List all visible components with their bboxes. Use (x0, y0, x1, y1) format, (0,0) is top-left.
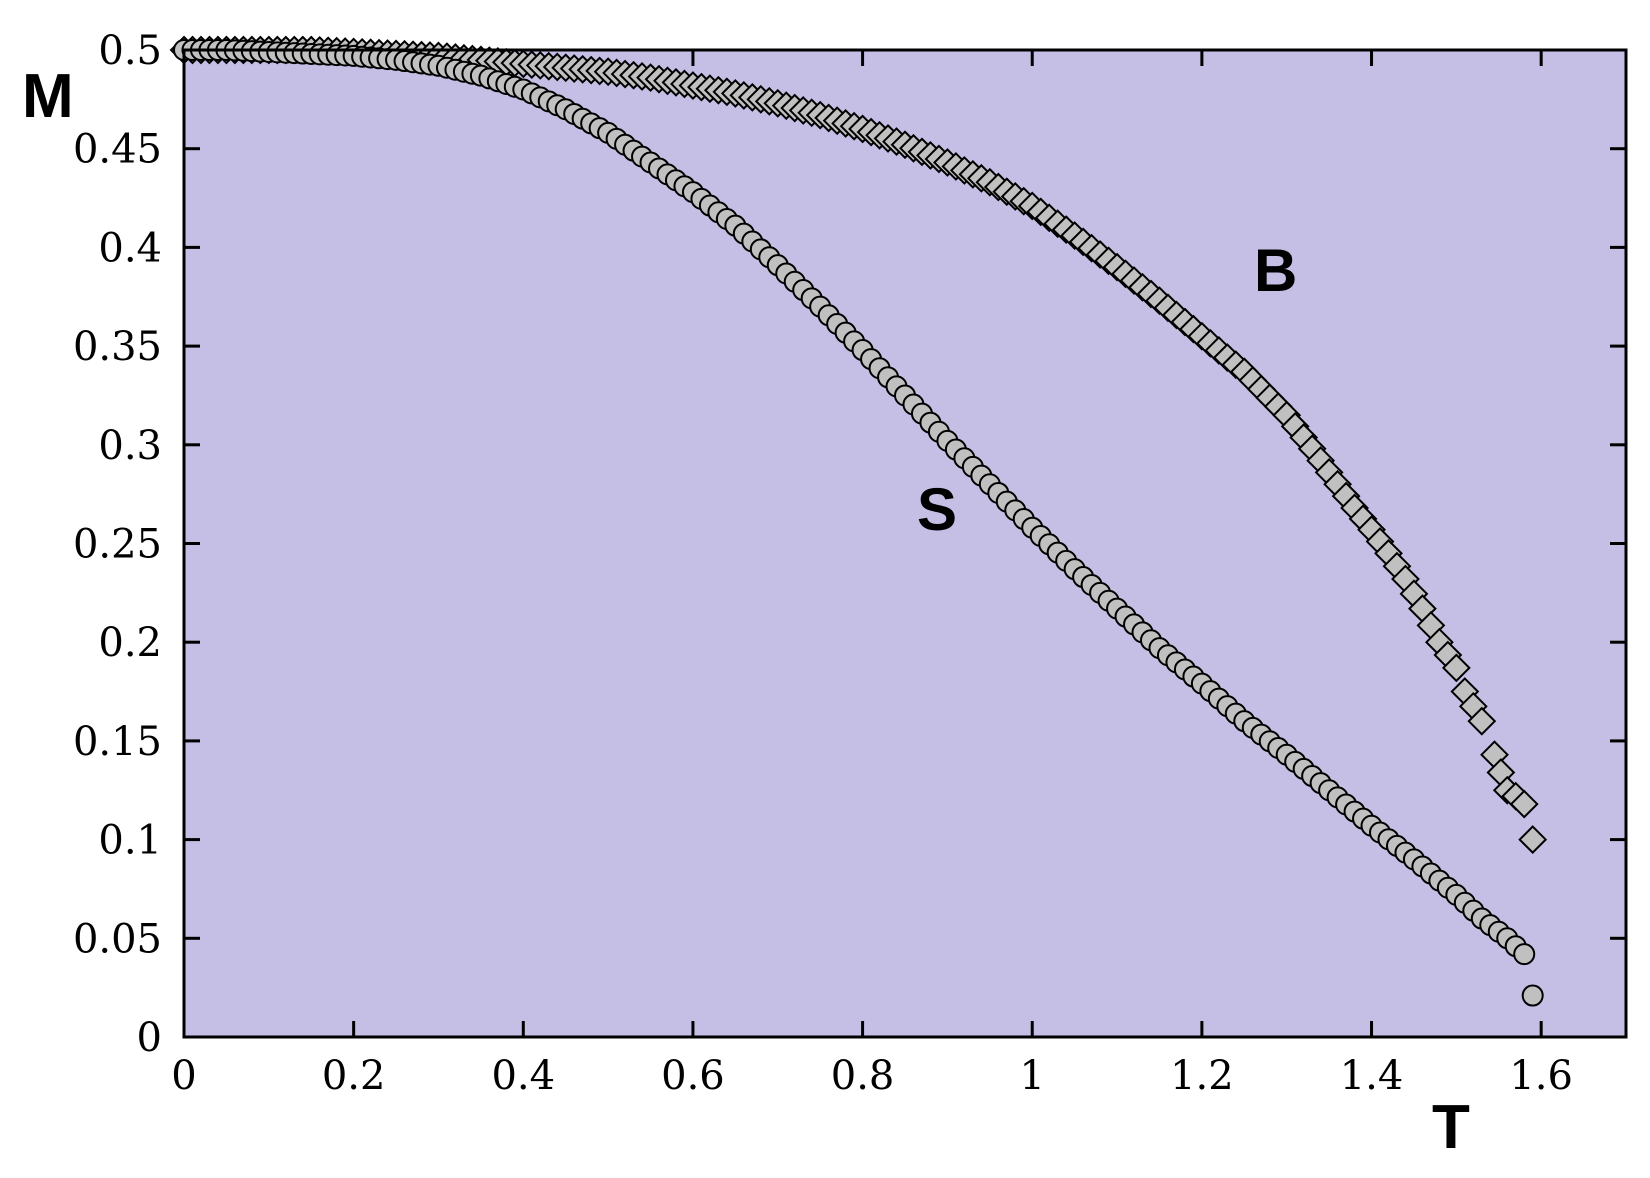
data-point-s (1521, 984, 1544, 1007)
y-tick-label: 0.05 (73, 916, 162, 962)
y-tick-label: 0.45 (73, 127, 162, 173)
y-tick-label: 0.25 (73, 522, 162, 568)
series-label-s: S (917, 476, 957, 543)
x-tick-label: 0.8 (831, 1053, 895, 1099)
data-point-b (1518, 825, 1548, 855)
x-tick-label: 0.4 (491, 1053, 555, 1099)
x-tick-label: 1 (1020, 1053, 1045, 1099)
y-tick-label: 0.15 (73, 719, 162, 765)
x-tick-label: 0 (171, 1053, 196, 1099)
x-axis-label: T (1432, 1093, 1470, 1162)
data-point-b (1441, 653, 1471, 683)
data-point-s (1513, 943, 1536, 966)
y-tick-label: 0.1 (98, 818, 162, 864)
data-point-b (1509, 789, 1539, 819)
series-s (173, 39, 1544, 1007)
series-label-b: B (1254, 237, 1297, 304)
x-tick-label: 0.6 (661, 1053, 725, 1099)
x-tick-label: 1.4 (1340, 1053, 1404, 1099)
y-tick-label: 0.2 (98, 620, 162, 666)
y-tick-label: 0.3 (98, 423, 162, 469)
y-tick-label: 0 (137, 1015, 162, 1061)
x-tick-label: 1.2 (1170, 1053, 1234, 1099)
x-tick-label: 1.6 (1509, 1053, 1573, 1099)
plot-frame (182, 48, 1628, 1039)
y-axis-label: M (22, 62, 74, 131)
plot-area (184, 50, 1626, 1037)
x-tick-label: 0.2 (322, 1053, 386, 1099)
data-point-b (1467, 706, 1497, 736)
y-tick-label: 0.5 (98, 28, 162, 74)
y-tick-label: 0.4 (98, 225, 162, 271)
series-layer (169, 35, 1548, 1007)
tick-labels: 0 0.2 0.4 0.6 0.8 1 1.2 1.4 1.6 0 0.05 0.1 0.15 0.2 0.… (73, 28, 1573, 1099)
y-tick-label: 0.35 (73, 324, 162, 370)
